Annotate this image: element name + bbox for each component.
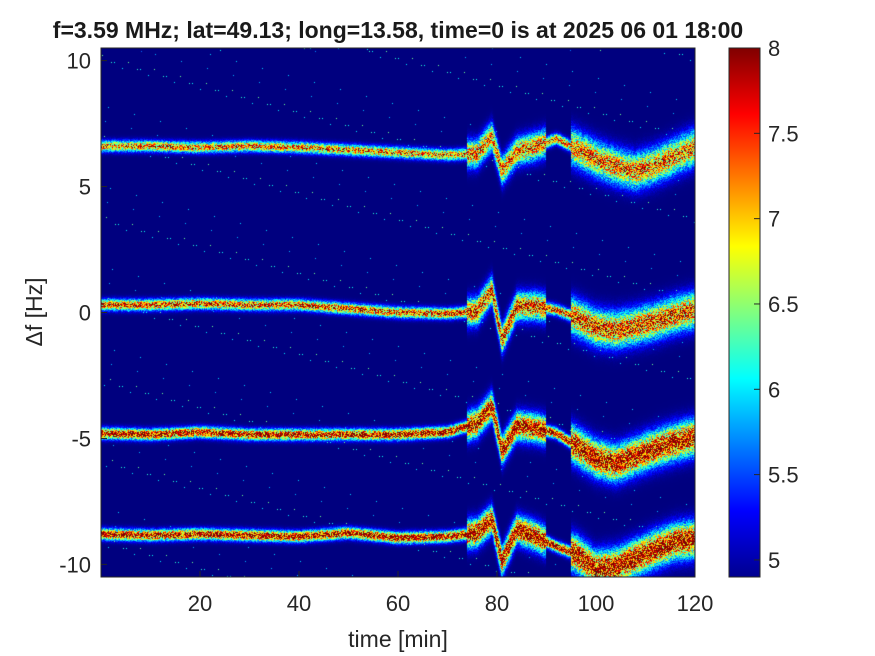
x-tick-label: 120	[677, 591, 714, 616]
y-axis-ticks: -10 -5 0 5 10	[59, 49, 107, 577]
y-tick-label: 0	[79, 301, 91, 326]
x-tick-label: 60	[386, 591, 410, 616]
colorbar-tick-label: 6.5	[768, 292, 799, 317]
heatmap-raster	[101, 48, 695, 577]
x-axis-label: time [min]	[348, 626, 448, 652]
colorbar: 5 5.5 6 6.5 7 7.5 8	[728, 36, 799, 578]
x-axis-ticks: 20 40 60 80 100 120	[188, 571, 714, 616]
colorbar-ticks: 5 5.5 6 6.5 7 7.5 8	[754, 36, 799, 573]
x-tick-label: 20	[188, 591, 212, 616]
colorbar-tick-label: 5.5	[768, 463, 799, 488]
colorbar-tick-label: 8	[768, 36, 780, 61]
x-tick-label: 80	[485, 591, 509, 616]
plot-area	[100, 47, 696, 578]
y-axis-label: Δf [Hz]	[21, 277, 47, 346]
y-tick-label: -5	[71, 426, 91, 451]
x-tick-label: 40	[287, 591, 311, 616]
y-tick-label: -10	[59, 552, 91, 577]
x-tick-label: 100	[578, 591, 615, 616]
chart-title: f=3.59 MHz; lat=49.13; long=13.58, time=…	[53, 17, 743, 43]
y-tick-label: 10	[67, 49, 91, 74]
colorbar-tick-label: 5	[768, 548, 780, 573]
y-tick-label: 5	[79, 175, 91, 200]
colorbar-gradient	[728, 47, 761, 578]
heatmap-raster-container	[101, 48, 695, 577]
colorbar-tick-label: 6	[768, 377, 780, 402]
colorbar-tick-label: 7	[768, 207, 780, 232]
colorbar-tick-label: 7.5	[768, 121, 799, 146]
